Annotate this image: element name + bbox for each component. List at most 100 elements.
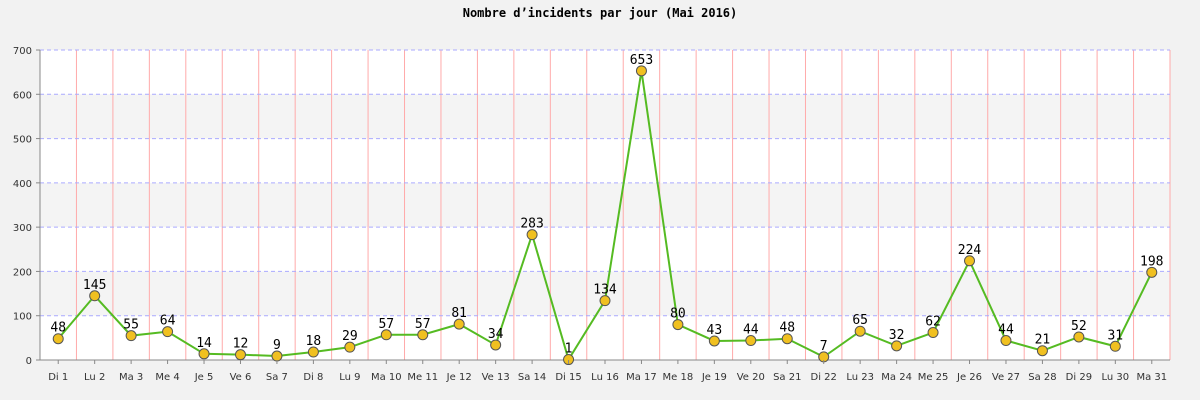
x-tick-label: Me 11 bbox=[407, 372, 438, 383]
x-tick-label: Ma 31 bbox=[1136, 372, 1167, 383]
y-axis-ticks: 0 100 200 300 400 500 600 700 bbox=[13, 46, 40, 367]
data-point bbox=[1036, 345, 1048, 357]
x-tick-label: Ve 6 bbox=[230, 372, 252, 383]
x-tick-label: Ve 13 bbox=[482, 372, 510, 383]
data-point bbox=[125, 330, 137, 342]
data-point bbox=[745, 335, 757, 347]
y-tick-label: 0 bbox=[26, 356, 32, 367]
plot-band bbox=[40, 94, 1170, 139]
data-label: 81 bbox=[451, 306, 467, 321]
data-label: 65 bbox=[852, 313, 868, 328]
x-axis-ticks: Di 1 Lu 2 Ma 3 Me 4 Je 5 Ve 6 Sa 7 Di 8 Lu 9 Ma 1… bbox=[48, 360, 1167, 383]
plot-band bbox=[40, 182, 1170, 228]
data-point bbox=[344, 341, 356, 353]
data-label: 43 bbox=[707, 323, 723, 338]
x-tick-label: Sa 7 bbox=[266, 372, 288, 383]
y-tick-label: 700 bbox=[13, 46, 32, 57]
data-label: 57 bbox=[378, 317, 394, 332]
x-tick-label: Lu 2 bbox=[84, 372, 105, 383]
data-label: 34 bbox=[488, 327, 504, 342]
y-tick-label: 400 bbox=[13, 179, 32, 190]
data-point bbox=[1073, 331, 1085, 343]
x-tick-label: Je 26 bbox=[956, 372, 982, 383]
x-tick-label: Lu 16 bbox=[591, 372, 619, 383]
plot-band bbox=[40, 271, 1170, 316]
data-label: 80 bbox=[670, 307, 686, 322]
x-tick-label: Sa 14 bbox=[518, 372, 546, 383]
data-label: 29 bbox=[342, 329, 358, 344]
x-tick-label: Ve 20 bbox=[737, 372, 765, 383]
data-point bbox=[854, 325, 866, 337]
data-point bbox=[526, 229, 538, 241]
data-label: 31 bbox=[1107, 328, 1123, 343]
data-label: 7 bbox=[820, 339, 828, 354]
data-label: 224 bbox=[958, 243, 982, 258]
chart-title: Nombre d’incidents par jour (Mai 2016) bbox=[463, 6, 738, 20]
x-tick-label: Me 25 bbox=[918, 372, 949, 383]
data-label: 62 bbox=[925, 315, 941, 330]
data-labels: 48 145 55 64 14 12 9 18 29 57 57 81 34 283 1 134 653 80 43… bbox=[50, 53, 1163, 357]
data-label: 653 bbox=[630, 53, 653, 68]
data-label: 18 bbox=[306, 334, 322, 349]
x-tick-label: Di 22 bbox=[811, 372, 837, 383]
x-tick-label: Sa 28 bbox=[1028, 372, 1056, 383]
data-label: 32 bbox=[889, 328, 905, 343]
data-point bbox=[599, 295, 611, 307]
y-tick-label: 100 bbox=[13, 312, 32, 323]
x-tick-label: Me 18 bbox=[663, 372, 694, 383]
x-tick-label: Je 12 bbox=[446, 372, 472, 383]
data-point bbox=[417, 329, 429, 341]
data-point bbox=[964, 255, 976, 267]
data-point bbox=[89, 290, 101, 302]
data-label: 52 bbox=[1071, 319, 1087, 334]
data-point bbox=[1109, 340, 1121, 352]
data-label: 64 bbox=[160, 314, 176, 329]
x-tick-label: Ma 24 bbox=[881, 372, 912, 383]
y-tick-label: 300 bbox=[13, 223, 32, 234]
data-label: 57 bbox=[415, 317, 431, 332]
data-point bbox=[635, 65, 647, 77]
x-tick-label: Di 8 bbox=[303, 372, 323, 383]
data-point bbox=[490, 339, 502, 351]
x-tick-label: Ma 10 bbox=[371, 372, 402, 383]
data-point bbox=[708, 335, 720, 347]
data-point bbox=[672, 319, 684, 331]
data-label: 134 bbox=[593, 283, 617, 298]
data-point bbox=[307, 346, 319, 358]
data-label: 55 bbox=[123, 318, 139, 333]
data-label: 9 bbox=[273, 338, 281, 353]
data-point bbox=[380, 329, 392, 341]
x-tick-label: Je 5 bbox=[194, 372, 214, 383]
data-label: 145 bbox=[83, 278, 106, 293]
data-point bbox=[781, 333, 793, 345]
x-tick-label: Ma 3 bbox=[119, 372, 143, 383]
y-tick-label: 600 bbox=[13, 90, 32, 101]
data-label: 48 bbox=[50, 321, 66, 336]
x-tick-label: Lu 9 bbox=[339, 372, 360, 383]
data-label: 198 bbox=[1140, 254, 1163, 269]
data-point bbox=[563, 354, 575, 366]
x-tick-label: Me 4 bbox=[155, 372, 179, 383]
x-tick-label: Di 1 bbox=[48, 372, 68, 383]
data-point bbox=[198, 348, 210, 360]
data-point bbox=[453, 318, 465, 330]
x-tick-label: Di 29 bbox=[1066, 372, 1092, 383]
data-label: 283 bbox=[520, 217, 543, 232]
data-point bbox=[162, 326, 174, 338]
grid-lines bbox=[39, 49, 1171, 360]
data-label: 44 bbox=[743, 323, 759, 338]
data-point bbox=[1146, 266, 1158, 278]
x-tick-label: Lu 23 bbox=[846, 372, 874, 383]
x-tick-label: Sa 21 bbox=[773, 372, 801, 383]
y-tick-label: 500 bbox=[13, 135, 32, 146]
data-label: 48 bbox=[779, 321, 795, 336]
plot-background bbox=[40, 50, 1170, 360]
y-tick-label: 200 bbox=[13, 267, 32, 278]
data-point bbox=[234, 349, 246, 361]
x-tick-label: Ma 17 bbox=[626, 372, 657, 383]
data-point bbox=[52, 333, 64, 345]
data-points bbox=[52, 65, 1158, 366]
x-tick-label: Je 19 bbox=[701, 372, 727, 383]
